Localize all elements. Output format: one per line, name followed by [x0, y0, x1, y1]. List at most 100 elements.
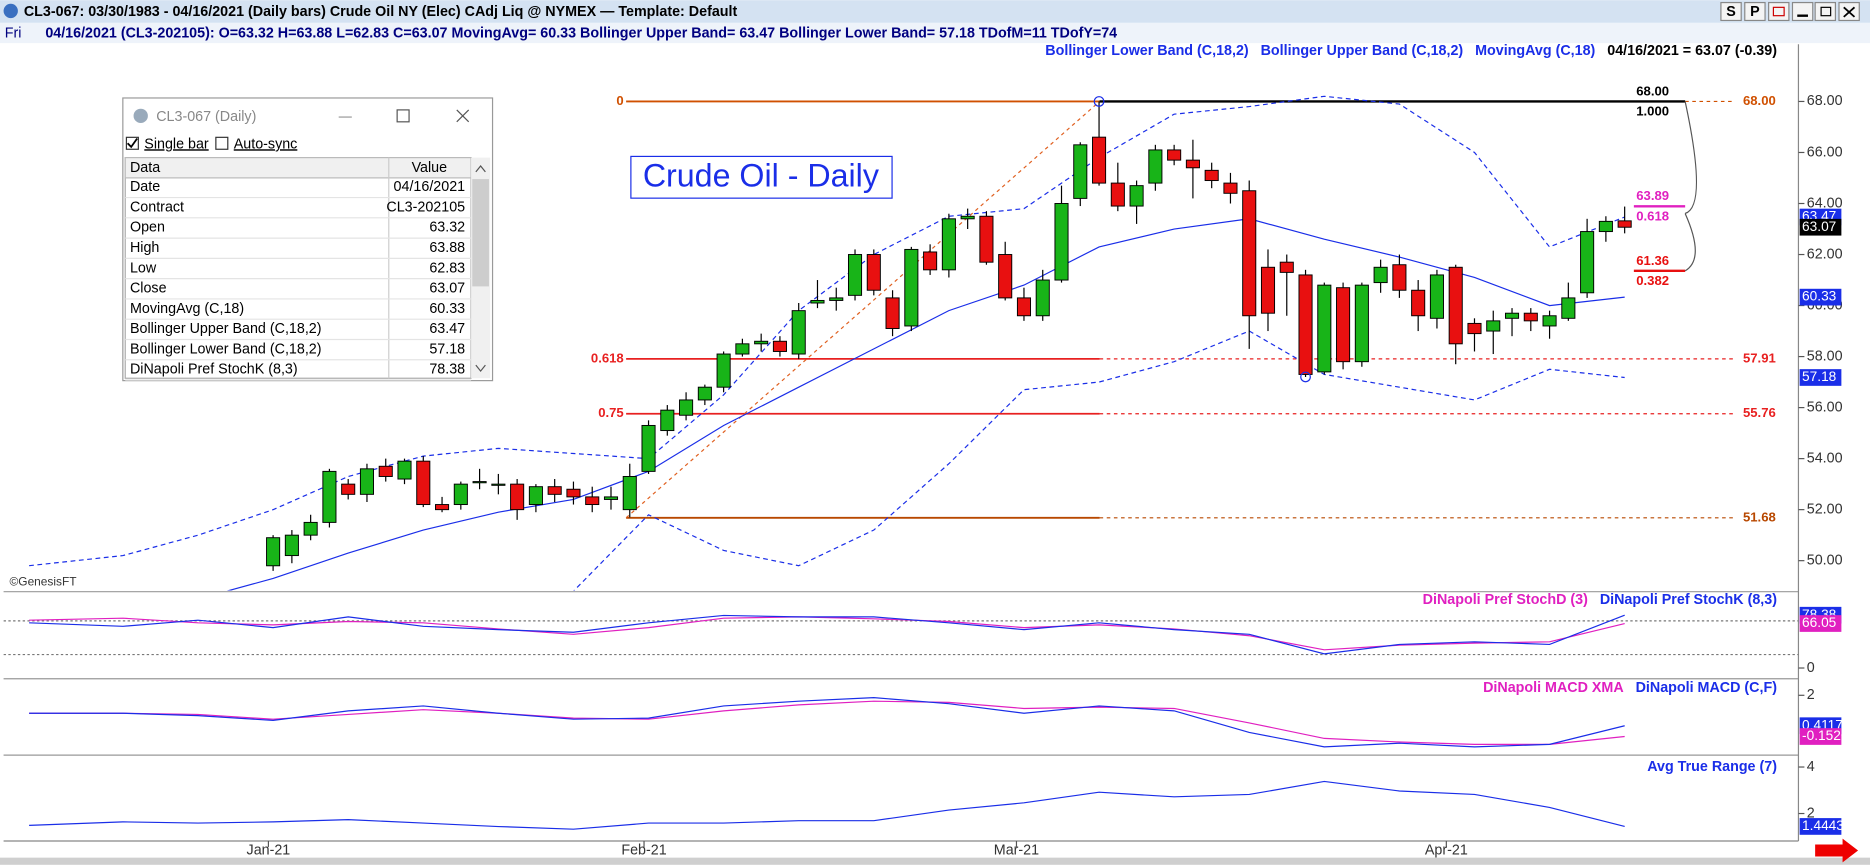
retracement-price: 51.68: [1743, 509, 1776, 524]
projection-price: 61.36: [1636, 253, 1669, 268]
legend-entry: DiNapoli Pref StochK (8,3): [1600, 592, 1777, 608]
candle-body: [1617, 220, 1632, 228]
candle-body: [772, 340, 787, 352]
candle-body: [341, 483, 356, 495]
last-value: 60.33: [1802, 289, 1837, 304]
restore-button[interactable]: [1814, 1, 1837, 22]
indicator-line: [573, 330, 1625, 591]
data-table: [124, 157, 472, 379]
y-tick-label: 50.00: [1807, 552, 1843, 568]
restore-icon: [1820, 6, 1832, 17]
data-window-titlebar: [124, 99, 492, 133]
row-value: 62.83: [429, 260, 465, 276]
candle-body: [491, 483, 506, 486]
candle-body: [566, 488, 581, 498]
price-plot: 68.00 1.000 63.89 0.618 61.36 0.382: [29, 83, 1736, 591]
legend-entry: MovingAvg (C,18): [1475, 43, 1595, 59]
scroll-up[interactable]: [475, 164, 486, 173]
candle-body: [1016, 297, 1032, 317]
single-bar-checkbox[interactable]: [125, 136, 139, 150]
candle-body: [923, 251, 938, 271]
scroll-thumb[interactable]: [472, 179, 489, 287]
candle-body: [1054, 203, 1069, 281]
legend-note: 04/16/2021 = 63.07 (-0.39): [1607, 43, 1777, 59]
y-tick-label: 56.00: [1807, 399, 1843, 415]
candle-body: [1542, 315, 1557, 327]
fib-trendline: [625, 101, 1100, 519]
candle-body: [904, 248, 919, 327]
info-bar: [0, 22, 1870, 44]
projection-ratio: 0.382: [1636, 273, 1669, 288]
indicator-line: [29, 616, 1625, 651]
dw-close[interactable]: [456, 109, 470, 123]
indicator-line: [29, 700, 1625, 745]
candle-body: [585, 496, 600, 506]
indicator-line: [226, 218, 1625, 591]
candle-body: [378, 465, 393, 477]
candle-body: [1298, 274, 1313, 375]
row-label: MovingAvg (C,18): [130, 301, 244, 317]
window-title: CL3-067: 03/30/1983 - 04/16/2021 (Daily …: [24, 4, 738, 20]
y-tick-label: 4: [1807, 759, 1815, 775]
scroll-down[interactable]: [475, 364, 486, 373]
row-label: Open: [130, 220, 165, 236]
auto-sync-checkbox[interactable]: [215, 136, 229, 150]
candle-body: [1035, 279, 1050, 317]
row-value: 63.07: [429, 281, 465, 297]
candle-body: [1598, 220, 1613, 233]
y-tick-label: 64.00: [1807, 195, 1843, 211]
candle-body: [1580, 231, 1595, 294]
y-tick-label: 58.00: [1807, 348, 1843, 364]
projection-price: 63.89: [1636, 188, 1669, 203]
s-button[interactable]: [1720, 1, 1742, 22]
pivot-marker: [1300, 371, 1311, 383]
candle-body: [1110, 182, 1125, 207]
data-window-title: CL3-067 (Daily): [156, 109, 256, 125]
last-close: 63.07: [1802, 219, 1836, 234]
x-tick-label: Feb-21: [621, 842, 666, 858]
title-bar: [0, 0, 1870, 23]
last-value-box: [1799, 288, 1842, 306]
indicator-line: [29, 780, 1625, 830]
s-button-label: S: [1726, 4, 1736, 20]
detach-button[interactable]: [1768, 1, 1790, 22]
candle-body: [453, 483, 468, 506]
chart-label-box: [630, 155, 893, 199]
row-label: Bollinger Upper Band (C,18,2): [130, 321, 322, 337]
candle-body: [1561, 297, 1576, 319]
app-icon: [3, 3, 18, 19]
dw-maximize[interactable]: [396, 109, 410, 123]
candle-body: [1411, 289, 1426, 317]
last-value-box: [1799, 818, 1842, 835]
y-tick-label: 52.00: [1807, 501, 1843, 517]
indicator-panel: [29, 780, 1625, 830]
row-label: High: [130, 240, 159, 256]
y-tick-label: 2: [1807, 687, 1815, 703]
candle-body: [266, 537, 281, 567]
info-day: Fri: [5, 25, 22, 41]
indicator-line: [29, 95, 1625, 567]
candle-body: [1523, 312, 1538, 322]
candle-body: [735, 343, 750, 355]
candle-body: [829, 297, 844, 301]
scroll-arrow[interactable]: [1815, 838, 1859, 863]
indicator-line: [29, 614, 1625, 655]
row-value: 78.38: [429, 362, 465, 378]
candle-body: [1448, 266, 1463, 345]
candle-body: [1354, 284, 1369, 363]
candle-body: [603, 496, 619, 500]
legend-entry: Avg True Range (7): [1647, 759, 1777, 775]
last-value: 57.18: [1802, 369, 1837, 384]
row-value: 57.18: [429, 341, 465, 357]
candle-body: [1486, 320, 1501, 332]
minimize-button[interactable]: [1791, 1, 1814, 22]
p-button[interactable]: [1744, 1, 1766, 22]
indicator-line: [29, 697, 1625, 748]
legend-entry: Bollinger Upper Band (C,18,2): [1261, 43, 1464, 59]
retracement-price: 57.91: [1743, 350, 1776, 365]
row-label: Contract: [130, 199, 184, 215]
projection-bracket: [1684, 213, 1696, 272]
candle-body: [1317, 284, 1332, 373]
auto-sync-label: Auto-sync: [234, 136, 298, 152]
